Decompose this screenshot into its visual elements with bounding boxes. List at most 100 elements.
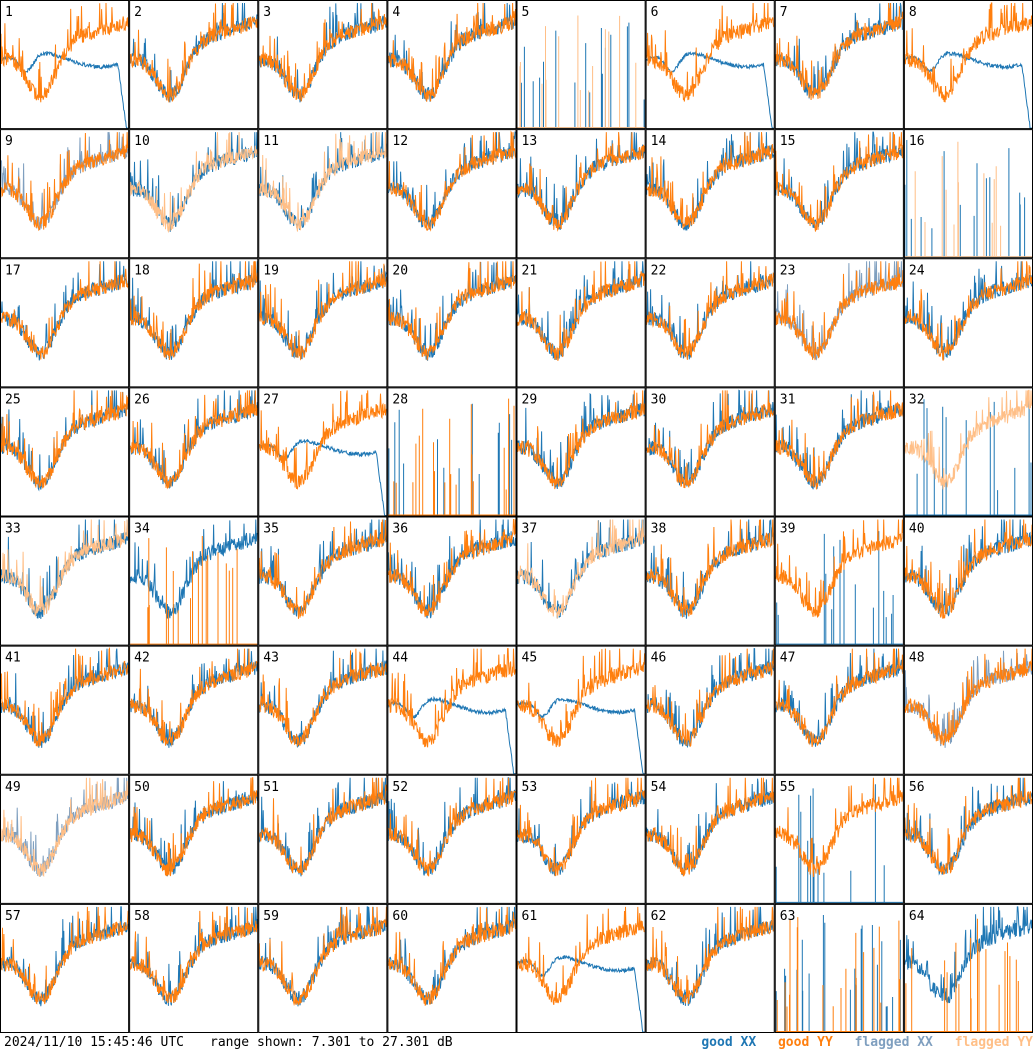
panel-31-xx-line [775,390,904,490]
panel-18-frame [129,258,259,388]
panel-39-xx-line [775,531,903,645]
panel-13-label: 13 [522,134,538,149]
panel-45-yy-line [517,648,646,748]
panel-4: 4 [387,0,517,130]
panel-33-label: 33 [5,522,21,537]
panel-28: 28 [387,387,517,517]
panel-1-yy-line [0,2,129,103]
panel-35: 35 [258,516,388,646]
panel-54: 54 [645,774,775,904]
panel-64: 64 [903,903,1033,1033]
panel-51-yy-line [258,777,387,876]
panel-57-yy-line [0,906,129,1005]
panel-32-xx-line [904,399,1032,516]
panel-42-label: 42 [134,651,150,666]
panel-10-label: 10 [134,134,150,149]
panel-61-yy-line [517,906,645,1006]
panel-59-frame [258,903,388,1033]
panel-45: 45 [516,645,646,775]
panel-30-label: 30 [651,392,667,407]
panel-51: 51 [258,774,388,904]
panel-22: 22 [645,258,775,388]
panel-27-xx-line [259,438,387,516]
panel-46-frame [645,645,775,775]
panel-56-yy-line [904,777,1033,875]
panel-58: 58 [129,903,259,1033]
panel-56: 56 [903,774,1033,904]
panel-16: 16 [903,129,1033,259]
panel-37-frame [516,516,646,646]
panel-4-frame [387,0,517,130]
panel-57-label: 57 [5,909,21,924]
panel-49-label: 49 [5,780,21,795]
panel-7-frame [774,0,904,130]
panel-17: 17 [0,258,130,388]
panel-57: 57 [0,903,130,1033]
panel-13-yy-line [517,132,646,232]
panel-17-yy-line [0,261,129,360]
panel-34-xx-line [129,519,258,619]
panel-13-frame [516,129,646,259]
panel-55: 55 [774,774,904,904]
panel-60-label: 60 [392,909,408,924]
panel-62-yy-line [646,906,774,1005]
panel-63: 63 [774,903,904,1033]
panel-29: 29 [516,387,646,517]
panel-61: 61 [516,903,646,1033]
panel-54-label: 54 [651,780,667,795]
panel-61-label: 61 [522,909,538,924]
panel-32-yy-line [904,389,1033,490]
range-label: range shown: 7.301 to 27.301 dB [210,1035,453,1050]
panel-40: 40 [903,516,1033,646]
panel-27-frame [258,387,388,517]
panel-35-yy-line [258,519,387,619]
panel-47-label: 47 [780,651,796,666]
panel-10-frame [129,129,259,259]
panel-11: 11 [258,129,388,259]
panel-64-label: 64 [909,909,925,924]
panel-42: 42 [129,645,259,775]
panel-10: 10 [129,129,259,259]
panel-43-label: 43 [263,651,279,666]
panel-43-frame [258,645,388,775]
panel-14: 14 [645,129,775,259]
panel-3: 3 [258,0,388,130]
panel-33: 33 [0,516,130,646]
panel-27-label: 27 [263,392,279,407]
panel-19: 19 [258,258,388,388]
panel-37-label: 37 [522,522,538,537]
panel-53-yy-line [517,777,646,877]
panel-41-yy-line [0,646,129,747]
panel-61-xx-line [517,955,645,1033]
panel-58-label: 58 [134,909,150,924]
panel-16-xx-line [904,140,1032,258]
panel-15-yy-line [775,132,904,232]
panel-23-yy-line [775,261,904,361]
panel-63-label: 63 [780,909,796,924]
panel-41: 41 [0,645,130,775]
panel-36: 36 [387,516,517,646]
panel-6-label: 6 [651,5,659,20]
panel-23-label: 23 [780,263,796,278]
panel-59-yy-line [258,906,387,1007]
panel-23-frame [774,258,904,388]
panel-25-label: 25 [5,392,21,407]
panel-60-frame [387,903,517,1033]
panel-26-yy-line [129,390,258,490]
panel-18-label: 18 [134,263,150,278]
panel-43: 43 [258,645,388,775]
panel-48: 48 [903,645,1033,775]
panel-28-xx-line [388,403,516,516]
panel-53-frame [516,774,646,904]
panel-11-frame [258,129,388,259]
panel-41-xx-line [0,648,129,748]
panel-7-xx-line [775,2,904,99]
panel-44-label: 44 [392,651,408,666]
panel-4-yy-line [387,2,516,102]
panel-3-label: 3 [263,5,271,20]
panel-9-yy-line [0,132,129,232]
panel-33-frame [0,516,130,646]
panel-3-yy-line [258,2,387,102]
panel-34: 34 [129,516,259,646]
